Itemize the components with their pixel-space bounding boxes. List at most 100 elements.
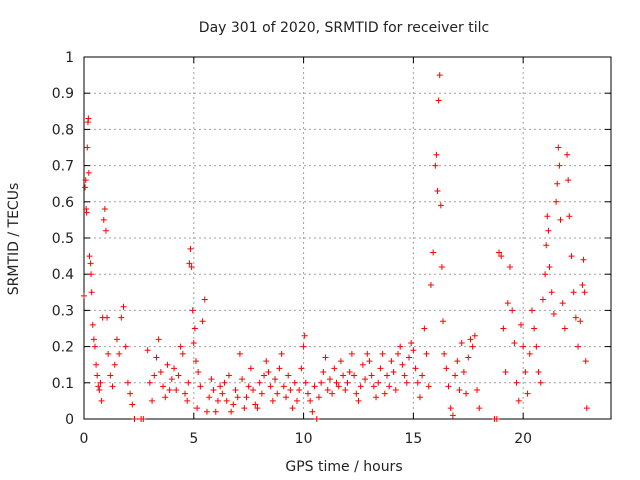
data-point	[353, 390, 360, 397]
data-point	[263, 358, 270, 365]
data-point	[456, 387, 463, 394]
data-point	[85, 115, 92, 122]
data-point	[419, 372, 426, 379]
data-point	[333, 379, 340, 386]
data-point	[160, 383, 167, 390]
data-point	[241, 405, 248, 412]
data-point	[537, 379, 544, 386]
data-point	[94, 372, 101, 379]
data-point	[511, 339, 518, 346]
data-point	[452, 372, 459, 379]
data-point	[111, 361, 118, 368]
chart-title: Day 301 of 2020, SRMTID for receiver til…	[199, 20, 489, 36]
data-point	[517, 321, 524, 328]
data-point	[386, 383, 393, 390]
data-point	[366, 358, 373, 365]
data-point	[524, 390, 531, 397]
data-point	[261, 372, 268, 379]
data-point	[285, 372, 292, 379]
data-point	[425, 383, 432, 390]
data-point	[579, 282, 586, 289]
data-point	[469, 343, 476, 350]
data-point	[435, 97, 442, 104]
data-point	[427, 282, 434, 289]
y-tick-label: 0.8	[52, 122, 74, 138]
data-point	[118, 314, 125, 321]
data-point	[283, 394, 290, 401]
data-point	[580, 256, 587, 263]
data-point	[581, 289, 588, 296]
data-point	[293, 397, 300, 404]
data-point	[496, 249, 503, 256]
y-tick-label: 0.4	[52, 267, 74, 283]
data-point	[351, 372, 358, 379]
data-point	[408, 339, 415, 346]
data-point	[412, 365, 419, 372]
data-point	[447, 405, 454, 412]
data-points	[81, 72, 590, 422]
y-tick-label: 0	[65, 412, 74, 428]
data-point	[364, 350, 371, 357]
data-point	[171, 365, 178, 372]
data-point	[189, 307, 196, 314]
data-point	[182, 390, 189, 397]
data-point	[437, 202, 444, 209]
data-point	[203, 408, 210, 415]
data-point	[96, 387, 103, 394]
data-point	[91, 343, 98, 350]
y-tick-label: 1	[65, 50, 74, 66]
data-point	[379, 350, 386, 357]
data-point	[522, 368, 529, 375]
data-point	[140, 416, 147, 422]
data-point	[232, 387, 239, 394]
data-point	[384, 372, 391, 379]
data-point	[433, 151, 440, 158]
data-point	[278, 350, 285, 357]
data-point	[272, 376, 279, 383]
data-point	[432, 162, 439, 169]
data-point	[311, 383, 318, 390]
data-point	[87, 260, 94, 267]
data-point	[463, 390, 470, 397]
data-point	[515, 397, 522, 404]
data-point	[554, 180, 561, 187]
data-point	[566, 213, 573, 220]
data-point	[267, 383, 274, 390]
data-point	[331, 365, 338, 372]
grid	[84, 57, 611, 419]
data-point	[250, 387, 257, 394]
data-point	[423, 350, 430, 357]
data-point	[116, 350, 123, 357]
data-point	[548, 289, 555, 296]
data-point	[506, 263, 513, 270]
x-tick-label: 0	[80, 431, 89, 447]
data-point	[500, 325, 507, 332]
data-point	[355, 397, 362, 404]
data-point	[219, 390, 226, 397]
data-point	[405, 354, 412, 361]
data-point	[179, 350, 186, 357]
data-point	[377, 365, 384, 372]
data-point	[129, 401, 136, 408]
data-point	[190, 339, 197, 346]
data-point	[553, 198, 560, 205]
data-point	[342, 387, 349, 394]
data-point	[89, 321, 96, 328]
data-point	[175, 372, 182, 379]
data-point	[445, 383, 452, 390]
data-point	[324, 387, 331, 394]
data-point	[577, 318, 584, 325]
data-point	[184, 397, 191, 404]
data-point	[210, 387, 217, 394]
data-point	[357, 383, 364, 390]
data-point	[221, 379, 228, 386]
data-point	[545, 227, 552, 234]
data-point	[403, 379, 410, 386]
data-point	[146, 379, 153, 386]
data-point	[542, 271, 549, 278]
data-point	[498, 253, 505, 260]
data-point	[217, 383, 224, 390]
y-tick-label: 0.1	[52, 376, 74, 392]
data-point	[98, 397, 105, 404]
